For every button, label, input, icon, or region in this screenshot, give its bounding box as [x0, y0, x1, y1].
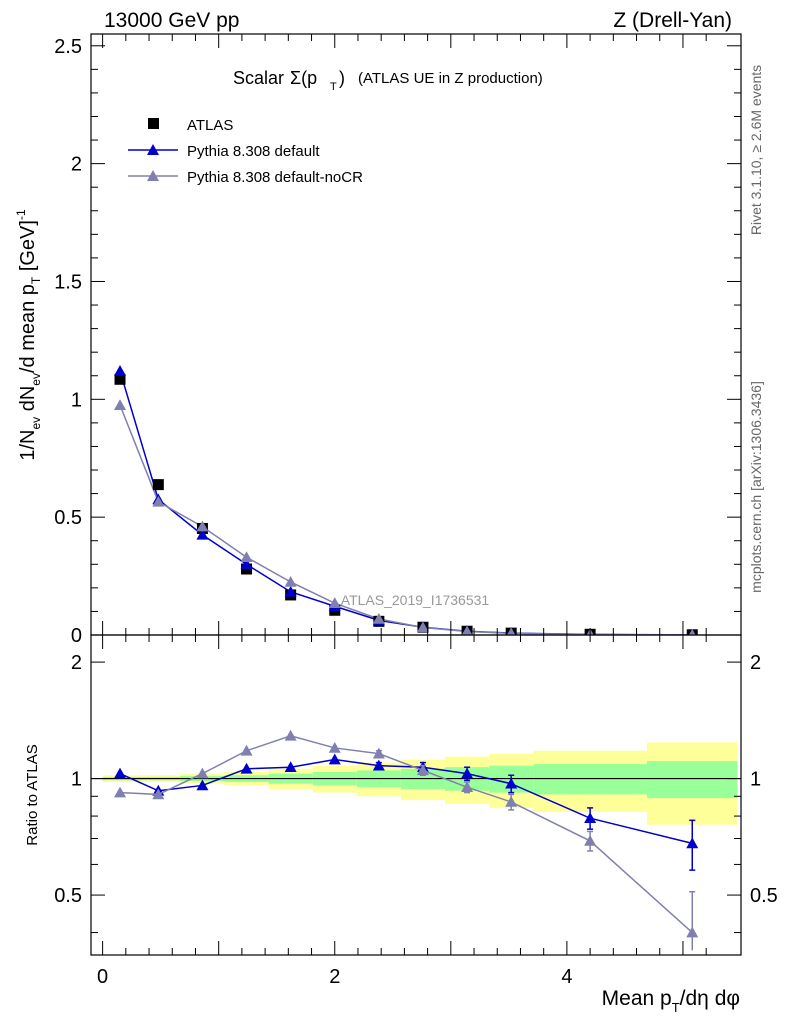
ratio-mc1-point — [196, 779, 209, 791]
svg-text:): ) — [339, 68, 345, 88]
legend: ATLAS Pythia 8.308 default Pythia 8.308 … — [128, 117, 363, 186]
ratio-mc1-point — [328, 753, 341, 765]
ratio-y-tick-label-right: 1 — [750, 769, 761, 791]
svg-text:1/Nev dNev/d mean pT [GeV]-1: 1/Nev dNev/d mean pT [GeV]-1 — [14, 209, 43, 461]
ratio-mc2-point — [461, 781, 474, 793]
mc2-point — [506, 627, 516, 635]
ratio-y-tick-label: 1 — [71, 769, 82, 791]
main-y-axis-label: 1/Nev dNev/d mean pT [GeV]-1 — [14, 209, 43, 461]
ratio-y-tick-label-right: 2 — [750, 652, 761, 674]
main-series-layer — [114, 365, 698, 635]
ratio-mc1-point — [284, 761, 297, 773]
ratio-uncertainty-bands — [91, 742, 741, 825]
x-tick-label: 4 — [561, 966, 572, 988]
ratio-line-mc1 — [119, 758, 693, 845]
mc2-point — [328, 597, 341, 608]
legend-marker-mc2 — [147, 170, 159, 181]
legend-marker-atlas — [148, 118, 159, 129]
analysis-watermark: ATLAS_2019_I1736531 — [341, 592, 490, 608]
mcplots-info-label: mcplots.cern.ch [arXiv:1306.3436] — [748, 381, 764, 593]
mc2-point — [688, 628, 696, 635]
atlas-data-point — [152, 479, 164, 491]
plot-title: Scalar Σ(p T ) (ATLAS UE in Z production… — [233, 68, 543, 93]
ratio-panel: 0 2 4 0.5 0.5 1 1 2 2 — [54, 34, 778, 988]
mc1-point — [114, 365, 127, 376]
ratio-y-tick-label-right: 0.5 — [750, 885, 778, 907]
header-process-label: Z (Drell-Yan) — [613, 9, 732, 32]
ratio-mc2-point — [584, 834, 597, 846]
svg-text:Scalar: Scalar — [233, 68, 284, 88]
ratio-y-tick-label: 0.5 — [54, 885, 82, 907]
ratio-mc2-point — [196, 767, 209, 779]
svg-text:T: T — [330, 81, 337, 93]
mc2-point — [152, 495, 165, 507]
ratio-y-axis-label: Ratio to ATLAS — [24, 744, 41, 845]
ratio-mc1-point — [114, 767, 127, 779]
ratio-mc2-point — [284, 729, 297, 741]
ratio-mc1-point — [505, 777, 518, 789]
ratio-mc2-point — [328, 741, 341, 753]
rivet-info-label: Rivet 3.1.10, ≥ 2.6M events — [748, 65, 764, 235]
ratio-line-mc2 — [119, 735, 693, 934]
x-tick-label: 0 — [97, 966, 108, 988]
ratio-frame — [90, 634, 742, 956]
x-tick-label: 2 — [329, 966, 340, 988]
mc2-point — [240, 551, 253, 563]
ratio-mc2-point — [152, 788, 165, 800]
legend-label-mc1: Pythia 8.308 default — [187, 143, 320, 160]
band-inner — [533, 764, 647, 795]
main-y-tick-label: 1 — [71, 389, 82, 411]
ratio-mc2-point — [416, 764, 429, 776]
mc2-point — [416, 621, 429, 633]
band-inner — [646, 761, 738, 799]
mc2-point — [196, 520, 209, 532]
svg-text:(ATLAS UE in Z production): (ATLAS UE in Z production) — [358, 70, 543, 87]
mc2-point — [284, 575, 297, 587]
ratio-mc1-point — [240, 762, 253, 774]
svg-text:Mean pT/dη dφ: Mean pT/dη dφ — [602, 987, 740, 1015]
ratio-mc2-point — [240, 744, 253, 756]
mc2-point — [461, 625, 473, 635]
atlas-data-point — [114, 373, 126, 385]
ratio-mc1-point — [461, 767, 474, 779]
mc1-point — [240, 558, 253, 570]
main-y-tick-label: 2 — [71, 154, 82, 176]
x-axis-label: Mean pT/dη dφ — [602, 987, 740, 1015]
ratio-series-layer — [114, 729, 699, 951]
header-energy-label: 13000 GeV pp — [104, 9, 239, 32]
ratio-mc2-point — [372, 747, 385, 759]
ratio-mc2-point — [505, 795, 518, 807]
ratio-mc2-point — [114, 786, 127, 798]
legend-marker-mc1 — [147, 144, 159, 155]
main-y-tick-label: 2.5 — [54, 36, 82, 58]
main-y-tick-label: 0.5 — [54, 507, 82, 529]
ratio-mc1-point — [686, 837, 699, 849]
series-line-mc2 — [119, 404, 693, 635]
main-y-tick-label: 0 — [71, 625, 82, 647]
svg-text:Σ(p: Σ(p — [290, 68, 317, 88]
mc1-point — [196, 528, 209, 540]
main-y-tick-label: 1.5 — [54, 271, 82, 293]
mc2-point — [372, 612, 385, 624]
ratio-y-tick-label: 2 — [71, 652, 82, 674]
mc2-point — [114, 399, 127, 411]
legend-label-atlas: ATLAS — [187, 117, 233, 134]
legend-label-mc2: Pythia 8.308 default-noCR — [187, 169, 363, 186]
ratio-mc1-point — [372, 759, 385, 771]
ratio-mc2-point — [686, 926, 699, 938]
ratio-mc1-point — [584, 812, 597, 823]
mc1-point — [284, 585, 297, 597]
